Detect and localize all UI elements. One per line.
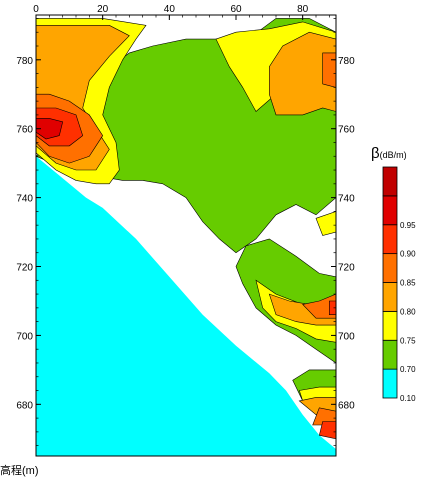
y-tick-label-right: 740 — [338, 194, 355, 205]
legend-swatch — [382, 224, 398, 255]
base-region-lowest-level — [36, 156, 336, 457]
legend-label: 0.70 — [400, 365, 416, 374]
y-tick-label-left: 680 — [16, 400, 33, 411]
x-tick-label: 0 — [33, 4, 39, 15]
contour-region-0-80 — [268, 31, 336, 116]
legend-swatch — [382, 339, 398, 370]
legend: β(dB/m) 0.10 0.70 0.75 0.80 0.85 0.90 0.95 — [371, 145, 416, 403]
y-tick-label-right: 680 — [338, 400, 355, 411]
contour-region-0-90 — [318, 421, 336, 440]
legend-swatch — [382, 166, 398, 197]
y-tick-label-right: 760 — [338, 125, 355, 136]
legend-label: 0.10 — [400, 394, 416, 403]
x-axis-ticks: 0 20 40 60 80 — [33, 4, 330, 20]
x-tick-label: 40 — [164, 4, 176, 15]
legend-swatches — [382, 166, 398, 399]
y-tick-label-left: 700 — [16, 331, 33, 342]
y-tick-label-left: 720 — [16, 263, 33, 274]
y-tick-label-right: 700 — [338, 331, 355, 342]
legend-swatch — [382, 282, 398, 312]
legend-label: 0.95 — [400, 221, 416, 230]
legend-label: 0.75 — [400, 336, 416, 345]
x-tick-label: 20 — [97, 4, 109, 15]
legend-title: β(dB/m) — [371, 145, 407, 162]
legend-label: 0.80 — [400, 307, 416, 316]
legend-swatch — [382, 368, 398, 399]
x-tick-label: 80 — [297, 4, 309, 15]
legend-label: 0.85 — [400, 279, 416, 288]
y-axis-ticks: 680 680 700 700 720 720 740 740 760 760 780 780 — [16, 18, 355, 447]
legend-labels: 0.10 0.70 0.75 0.80 0.85 0.90 0.95 — [400, 221, 416, 403]
contour-region-0-85 — [302, 293, 336, 319]
legend-label: 0.90 — [400, 250, 416, 259]
contour-region-0-85 — [322, 52, 336, 88]
x-tick-label: 60 — [230, 4, 242, 15]
legend-title-unit: (dB/m) — [380, 150, 407, 160]
legend-swatch — [382, 253, 398, 283]
legend-title-symbol: β — [371, 145, 380, 162]
y-tick-label-left: 780 — [16, 56, 33, 67]
y-tick-label-left: 740 — [16, 194, 33, 205]
y-tick-label-left: 760 — [16, 125, 33, 136]
y-tick-label-right: 780 — [338, 56, 355, 67]
y-axis-label: 高程(m) — [0, 463, 39, 477]
contour-region-0-95 — [36, 118, 64, 140]
contour-region-0-75 — [315, 211, 336, 236]
contour-regions — [36, 18, 336, 440]
y-tick-label-right: 720 — [338, 263, 355, 274]
legend-swatch — [382, 310, 398, 341]
contour-region-0-90 — [328, 300, 336, 316]
legend-swatch — [382, 195, 398, 226]
plot-frame — [35, 14, 337, 457]
